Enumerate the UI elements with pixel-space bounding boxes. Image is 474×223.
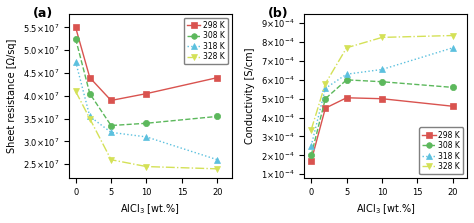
298 K <box>87 76 92 79</box>
Legend: 298 K, 308 K, 318 K, 328 K: 298 K, 308 K, 318 K, 328 K <box>419 128 463 174</box>
318 K <box>450 46 456 49</box>
308 K <box>144 122 149 125</box>
298 K <box>322 107 328 109</box>
328 K <box>215 167 220 170</box>
318 K <box>215 158 220 161</box>
318 K <box>322 87 328 90</box>
328 K <box>450 34 456 37</box>
328 K <box>108 158 114 161</box>
318 K <box>344 73 349 76</box>
318 K <box>108 131 114 134</box>
Line: 328 K: 328 K <box>308 32 456 133</box>
X-axis label: AlCl$_3$ [wt.%]: AlCl$_3$ [wt.%] <box>120 202 180 216</box>
308 K <box>215 115 220 118</box>
Text: (a): (a) <box>33 7 53 20</box>
Line: 308 K: 308 K <box>308 77 456 159</box>
308 K <box>450 86 456 89</box>
298 K <box>379 97 385 100</box>
298 K <box>215 76 220 79</box>
328 K <box>309 128 314 131</box>
318 K <box>309 145 314 147</box>
328 K <box>379 36 385 39</box>
308 K <box>322 97 328 100</box>
308 K <box>73 37 79 40</box>
328 K <box>322 82 328 85</box>
308 K <box>309 154 314 157</box>
328 K <box>344 46 349 49</box>
Y-axis label: Sheet resistance [Ω/sq]: Sheet resistance [Ω/sq] <box>7 39 17 153</box>
298 K <box>144 92 149 95</box>
318 K <box>144 136 149 138</box>
X-axis label: AlCl$_3$ [wt.%]: AlCl$_3$ [wt.%] <box>356 202 415 216</box>
318 K <box>379 68 385 71</box>
328 K <box>73 90 79 93</box>
318 K <box>87 115 92 118</box>
298 K <box>450 105 456 108</box>
308 K <box>108 124 114 127</box>
Line: 318 K: 318 K <box>308 45 456 149</box>
298 K <box>344 96 349 99</box>
298 K <box>108 99 114 102</box>
Line: 328 K: 328 K <box>73 88 220 172</box>
308 K <box>379 81 385 83</box>
Line: 298 K: 298 K <box>308 95 456 164</box>
298 K <box>73 26 79 29</box>
308 K <box>87 92 92 95</box>
Line: 318 K: 318 K <box>73 59 220 163</box>
Y-axis label: Conductivity [S/cm]: Conductivity [S/cm] <box>246 48 255 144</box>
328 K <box>87 117 92 120</box>
328 K <box>144 165 149 168</box>
Text: (b): (b) <box>268 7 289 20</box>
Legend: 298 K, 308 K, 318 K, 328 K: 298 K, 308 K, 318 K, 328 K <box>183 18 228 64</box>
Line: 308 K: 308 K <box>73 36 220 129</box>
Line: 298 K: 298 K <box>73 24 220 103</box>
318 K <box>73 60 79 63</box>
308 K <box>344 78 349 81</box>
298 K <box>309 160 314 162</box>
